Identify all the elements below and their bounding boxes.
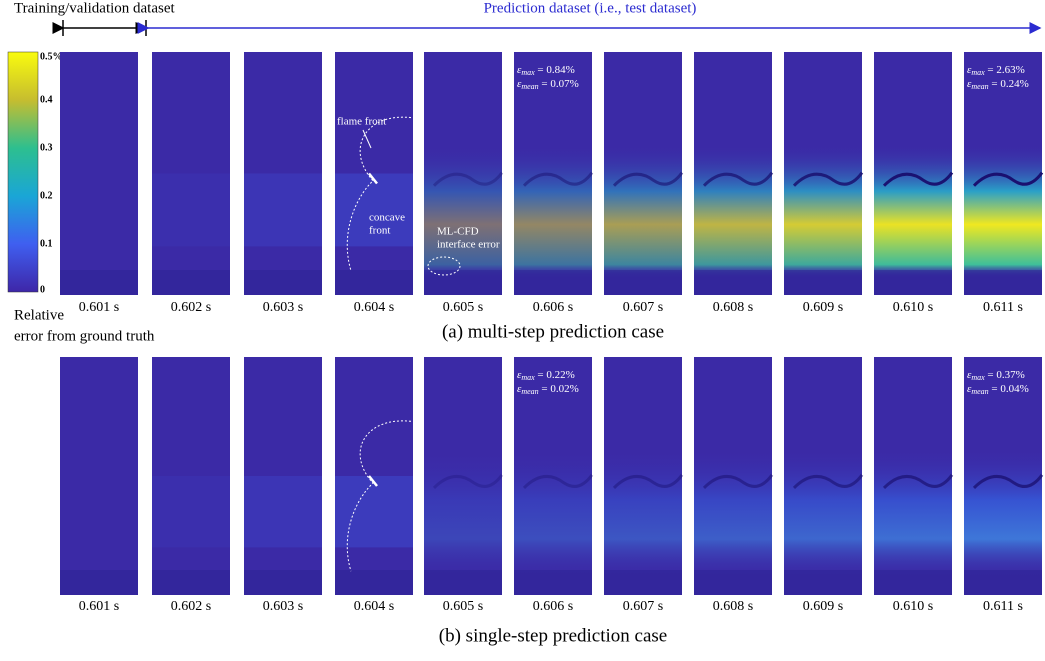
bottom-strip [784,570,862,595]
time-label: 0.602 s [171,599,211,614]
time-label: 0.611 s [983,599,1023,614]
bottom-strip [694,570,772,595]
colorbar-tick-label: 0.4 [40,94,53,105]
error-field [874,447,952,578]
time-label: 0.602 s [171,300,211,315]
row-caption: (b) single-step prediction case [439,625,667,646]
colorbar-tick-label: 0.5% [40,51,63,62]
bottom-strip [335,270,413,295]
figure: Training/validation dataset Prediction d… [0,0,1045,661]
bottom-strip [514,570,592,595]
annotation: flame front [337,116,386,128]
annotation: interface error [437,239,500,251]
bottom-strip [514,270,592,295]
annotation: ML-CFD [437,226,479,238]
error-field [514,144,592,278]
stat-sub: max [971,373,985,382]
time-label: 0.603 s [263,599,303,614]
bottom-strip [784,270,862,295]
bottom-strip [874,270,952,295]
bottom-strip [244,270,322,295]
pred-label: Prediction dataset (i.e., test dataset) [484,0,697,16]
time-label: 0.606 s [533,300,573,315]
stat-value: = 2.63% [985,64,1025,76]
bottom-strip [694,270,772,295]
stat-sub: mean [521,82,538,91]
time-label: 0.601 s [79,599,119,614]
time-label: 0.604 s [354,300,394,315]
stat-sub: max [521,68,535,77]
error-field [784,144,862,278]
error-field [244,174,322,247]
bottom-strip [964,270,1042,295]
time-label: 0.606 s [533,599,573,614]
error-field [694,144,772,278]
annotation: concave [369,212,405,224]
error-field [604,447,682,578]
error-field [424,144,502,278]
time-label: 0.605 s [443,300,483,315]
error-field [964,447,1042,578]
bottom-strip [335,570,413,595]
colorbar-tick-label: 0.3 [40,142,53,153]
error-field [604,144,682,278]
stat-sub: max [521,373,535,382]
error-field [335,476,413,547]
error-field [424,447,502,578]
bottom-strip [60,270,138,295]
colorbar-tick-label: 0.2 [40,190,53,201]
time-label: 0.607 s [623,300,663,315]
time-label: 0.603 s [263,300,303,315]
time-label: 0.608 s [713,599,753,614]
colorbar [8,52,38,292]
bottom-strip [244,570,322,595]
time-label: 0.601 s [79,300,119,315]
colorbar-tick-label: 0.1 [40,238,53,249]
stat-value: = 0.37% [985,369,1025,381]
bottom-strip [152,570,230,595]
row-caption: (a) multi-step prediction case [442,321,664,342]
stat-sub: mean [971,82,988,91]
bottom-strip [604,270,682,295]
stat-value: = 0.84% [535,64,575,76]
time-label: 0.610 s [893,300,933,315]
stat-value: = 0.04% [989,383,1029,395]
stat-sub: max [971,68,985,77]
error-field [514,447,592,578]
stat-sub: mean [971,387,988,396]
bottom-strip [60,570,138,595]
error-field [244,476,322,547]
stat-sub: mean [521,387,538,396]
time-label: 0.607 s [623,599,663,614]
train-label: Training/validation dataset [14,0,176,16]
error-field [152,174,230,247]
error-field [152,476,230,547]
bottom-strip [874,570,952,595]
time-label: 0.610 s [893,599,933,614]
error-field [694,447,772,578]
bottom-strip [152,270,230,295]
colorbar-tick-label: 0 [40,284,45,295]
time-label: 0.604 s [354,599,394,614]
bottom-strip [964,570,1042,595]
stat-value: = 0.07% [539,78,579,90]
stat-value: = 0.24% [989,78,1029,90]
stat-value: = 0.02% [539,383,579,395]
colorbar-label: error from ground truth [14,328,155,344]
time-label: 0.609 s [803,599,843,614]
bottom-strip [424,570,502,595]
time-label: 0.608 s [713,300,753,315]
error-field [874,144,952,278]
error-panel [60,357,138,595]
time-label: 0.605 s [443,599,483,614]
error-field [964,144,1042,278]
time-label: 0.609 s [803,300,843,315]
stat-value: = 0.22% [535,369,575,381]
error-panel [60,52,138,295]
bottom-strip [604,570,682,595]
colorbar-label: Relative [14,307,64,323]
time-label: 0.611 s [983,300,1023,315]
annotation: front [369,225,390,237]
error-field [784,447,862,578]
